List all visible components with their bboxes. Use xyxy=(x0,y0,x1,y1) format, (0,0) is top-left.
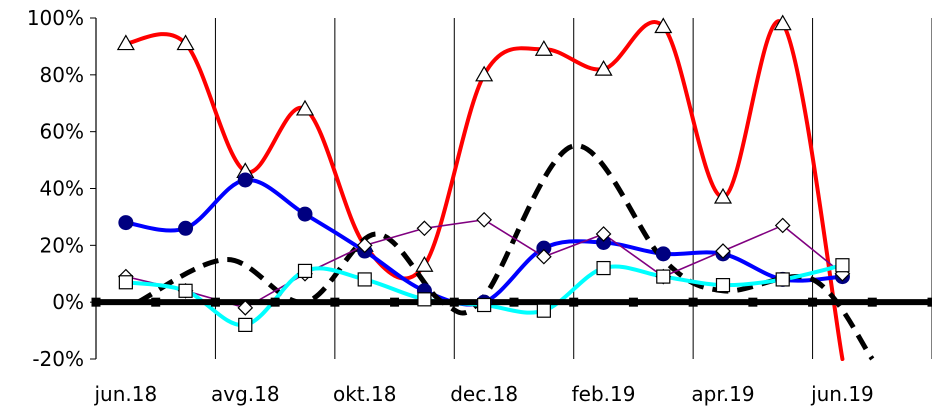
data-point xyxy=(118,275,133,290)
series-line xyxy=(125,218,844,309)
data-point xyxy=(536,303,551,318)
data-point xyxy=(178,220,194,236)
zero-line-marker xyxy=(210,297,220,307)
y-tick-label: 0% xyxy=(52,290,84,314)
data-point xyxy=(176,34,195,51)
zero-line-marker xyxy=(867,297,877,307)
x-tick-label: avg.18 xyxy=(211,382,280,406)
zero-line-marker xyxy=(927,297,932,307)
data-point xyxy=(237,172,253,188)
data-point xyxy=(536,248,552,265)
zero-line-marker xyxy=(449,297,459,307)
y-tick-label: 100% xyxy=(27,6,84,30)
zero-line-marker xyxy=(688,297,698,307)
data-point xyxy=(596,260,611,276)
zero-line-marker xyxy=(628,297,638,307)
series-line xyxy=(123,19,845,361)
data-point xyxy=(534,40,553,56)
zero-line-marker xyxy=(390,297,400,307)
y-tick-label: 20% xyxy=(40,233,84,257)
x-tick-label: okt.18 xyxy=(333,382,396,406)
y-tick-label: -20% xyxy=(32,347,84,371)
data-point xyxy=(715,243,731,259)
data-point xyxy=(656,269,671,284)
zero-line-marker xyxy=(330,297,340,307)
zero-line-marker xyxy=(569,297,579,307)
data-point xyxy=(774,217,791,234)
axes xyxy=(90,17,932,360)
series-line xyxy=(136,143,875,361)
data-point xyxy=(238,317,253,332)
data-point xyxy=(356,237,373,254)
data-point xyxy=(297,206,313,222)
zero-line-marker xyxy=(748,297,758,307)
data-point xyxy=(476,211,492,228)
x-tick-label: jun.18 xyxy=(93,382,157,406)
data-point xyxy=(654,17,673,34)
data-point xyxy=(595,226,612,242)
y-tick-label: 60% xyxy=(40,120,84,144)
data-point xyxy=(775,272,790,287)
zero-line-marker xyxy=(509,297,519,307)
x-tick-labels: jun.18 avg.18 okt.18 dec.18 feb.19 apr.19 jun.… xyxy=(93,382,873,406)
grid-lines xyxy=(214,18,932,359)
data-point xyxy=(715,278,731,293)
zero-line-marker xyxy=(808,297,818,307)
zero-line-marker xyxy=(270,297,280,307)
data-point xyxy=(178,283,193,298)
data-point xyxy=(835,258,850,273)
data-point xyxy=(415,256,434,272)
data-point xyxy=(357,272,372,287)
y-tick-label: 40% xyxy=(40,177,84,201)
data-point xyxy=(297,263,313,279)
data-point xyxy=(237,300,254,316)
x-tick-label: dec.18 xyxy=(450,382,518,406)
x-tick-label: apr.19 xyxy=(691,382,754,406)
data-point xyxy=(416,220,433,237)
data-point xyxy=(295,99,315,116)
series-markers xyxy=(116,14,851,332)
data-point xyxy=(655,246,671,262)
x-tick-label: feb.19 xyxy=(572,382,636,406)
zero-line-marker xyxy=(91,297,101,307)
data-point xyxy=(116,34,135,51)
x-tick-label: jun.19 xyxy=(810,382,874,406)
zero-line-marker xyxy=(151,297,161,307)
data-point xyxy=(773,14,792,31)
y-tick-label: 80% xyxy=(40,63,84,87)
data-point xyxy=(713,187,733,204)
data-point xyxy=(475,65,494,82)
y-tick-labels: -20% 0% 20% 40% 60% 80% 100% xyxy=(27,6,84,371)
data-point xyxy=(594,59,613,76)
data-point xyxy=(417,292,432,307)
series-lines xyxy=(123,19,875,361)
data-point xyxy=(118,215,134,231)
data-point xyxy=(477,297,492,313)
